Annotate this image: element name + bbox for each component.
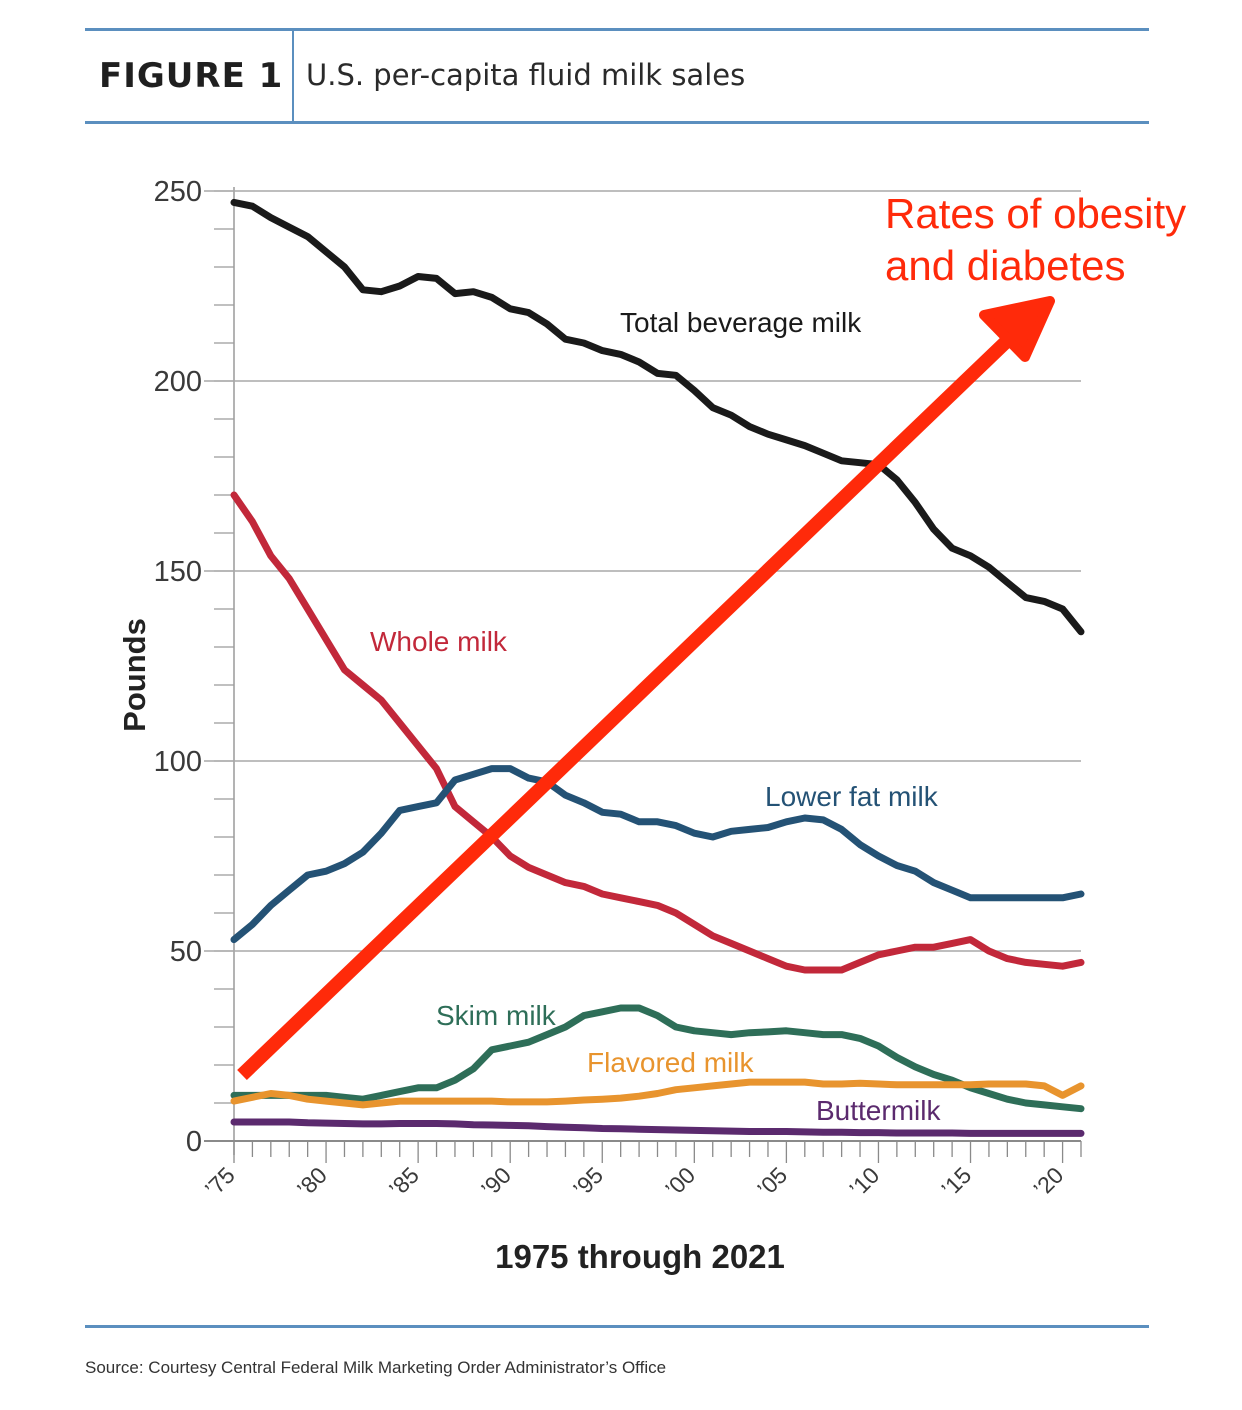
footer-rule bbox=[85, 1325, 1149, 1328]
overlay-text-line-2: and diabetes bbox=[885, 242, 1126, 289]
series-line-skim-milk bbox=[230, 1004, 1085, 1113]
y-axis-label: Pounds bbox=[117, 618, 152, 732]
figure-title: U.S. per-capita fluid milk sales bbox=[306, 58, 746, 92]
series-line-whole-milk bbox=[230, 491, 1085, 974]
header-bottom-rule bbox=[85, 121, 1149, 124]
series-label-skim-milk: Skim milk bbox=[436, 1000, 557, 1031]
y-tick-label: 50 bbox=[170, 936, 202, 968]
x-tick-label: ’75 bbox=[200, 1162, 240, 1202]
milk-sales-line-chart: 0 50 100 150 200 250 ’75 ’80 ’85 ’90 ’95 ’00 ’05 ’10… bbox=[117, 176, 1186, 1275]
header-divider bbox=[292, 30, 294, 123]
series-label-lower-fat-milk: Lower fat milk bbox=[765, 781, 939, 812]
series-label-total-beverage-milk: Total beverage milk bbox=[620, 307, 862, 338]
series-line-flavored-milk bbox=[230, 1078, 1085, 1109]
y-tick-label: 0 bbox=[186, 1126, 202, 1158]
x-tick-label: ’90 bbox=[476, 1162, 516, 1202]
series-labels: Total beverage milk Whole milk Lower fat… bbox=[370, 307, 941, 1126]
x-tick-label: ’15 bbox=[936, 1162, 976, 1202]
series-label-flavored-milk: Flavored milk bbox=[587, 1047, 754, 1078]
source-note: Source: Courtesy Central Federal Milk Ma… bbox=[85, 1358, 667, 1377]
x-tick-label: ’20 bbox=[1028, 1162, 1068, 1202]
x-tick-label: ’00 bbox=[660, 1162, 700, 1202]
x-tick-label: ’05 bbox=[752, 1162, 792, 1202]
figure-label: FIGURE 1 bbox=[99, 56, 284, 96]
x-tick-label: ’85 bbox=[384, 1162, 424, 1202]
header-top-rule bbox=[85, 28, 1149, 31]
obesity-arrow-overlay: Rates of obesity and diabetes bbox=[237, 190, 1186, 1081]
x-axis-label: 1975 through 2021 bbox=[495, 1238, 785, 1275]
series-line-total-beverage-milk bbox=[230, 198, 1085, 636]
x-tick-label: ’95 bbox=[568, 1162, 608, 1202]
x-tick-label: ’80 bbox=[292, 1162, 332, 1202]
series-line-buttermilk bbox=[230, 1118, 1085, 1137]
obesity-arrow-head bbox=[979, 296, 1055, 362]
x-tick-label: ’10 bbox=[844, 1162, 884, 1202]
y-tick-labels: 0 50 100 150 200 250 bbox=[154, 176, 202, 1158]
y-tick-label: 250 bbox=[154, 176, 202, 208]
x-tick-labels: ’75 ’80 ’85 ’90 ’95 ’00 ’05 ’10 ’15 ’20 bbox=[200, 1162, 1069, 1202]
series-label-whole-milk: Whole milk bbox=[370, 626, 508, 657]
y-tick-label: 200 bbox=[154, 366, 202, 398]
series-lines bbox=[230, 198, 1085, 1137]
y-grid bbox=[204, 187, 1082, 1163]
series-label-buttermilk: Buttermilk bbox=[816, 1095, 941, 1126]
y-tick-label: 100 bbox=[154, 746, 202, 778]
series-line-lower-fat-milk bbox=[230, 765, 1085, 944]
overlay-text-line-1: Rates of obesity bbox=[885, 190, 1186, 237]
y-tick-label: 150 bbox=[154, 556, 202, 588]
obesity-arrow-shaft bbox=[237, 332, 1015, 1081]
